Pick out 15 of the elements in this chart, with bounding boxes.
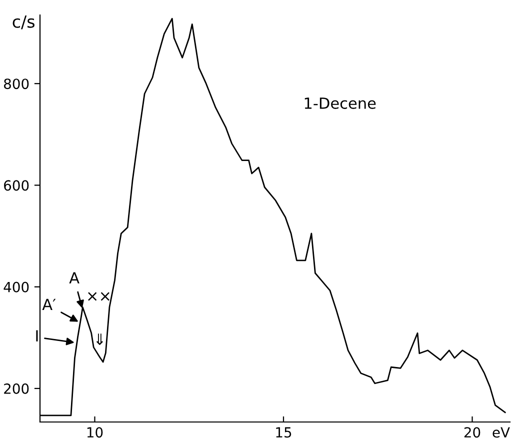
y-tick-label: 200 <box>4 383 29 394</box>
y-tick-label: 400 <box>4 282 29 292</box>
x-axis-title: eV <box>492 427 510 438</box>
annotation: A <box>69 272 80 284</box>
y-tick-label: 800 <box>4 78 29 90</box>
x-tick-label: 20 <box>464 427 480 438</box>
annotation: 1-Decene <box>304 98 376 109</box>
annotation: ×× <box>88 292 110 301</box>
x-tick-label: 15 <box>276 427 292 438</box>
annotation: I <box>36 330 38 342</box>
annotation: A′ <box>42 298 56 310</box>
x-tick-label: 10 <box>87 427 103 438</box>
y-tick-label: 600 <box>4 180 29 191</box>
annotation: ⇓ <box>96 334 103 345</box>
y-axis-title: c/s <box>12 16 34 30</box>
